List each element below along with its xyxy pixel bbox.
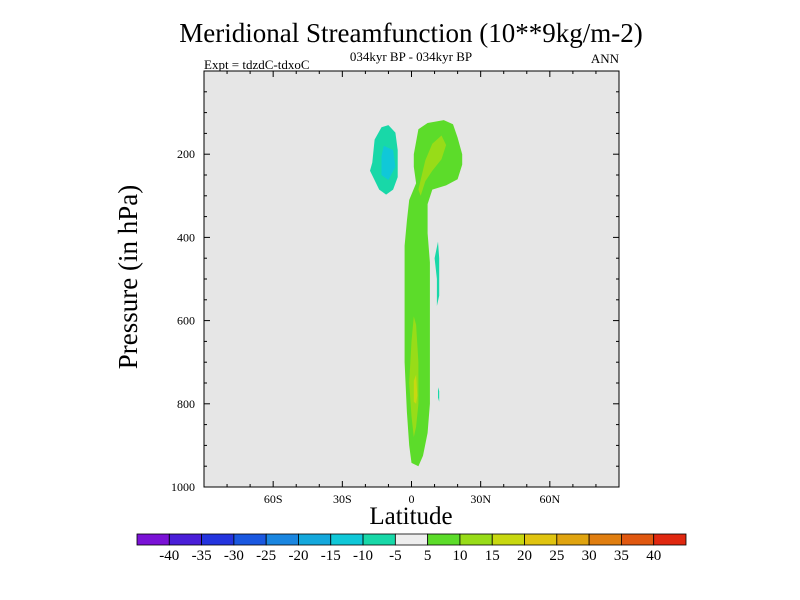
colorbar-swatch	[427, 533, 461, 546]
colorbar-swatch	[233, 533, 267, 546]
colorbar-label: 30	[582, 548, 597, 564]
contour-upper-positive-core	[418, 135, 447, 196]
colorbar-label: -25	[256, 548, 276, 564]
colorbar-swatch	[136, 533, 170, 546]
colorbar-label: -10	[353, 548, 373, 564]
colorbar-label: -30	[224, 548, 244, 564]
colorbar-swatch	[394, 533, 429, 546]
x-tick-label: 0	[409, 492, 415, 506]
colorbar-label: 10	[452, 548, 467, 564]
colorbar-label: -15	[321, 548, 341, 564]
colorbar-label: -20	[288, 548, 308, 564]
colorbar-swatch	[362, 533, 396, 546]
x-tick-label: 60N	[539, 492, 560, 506]
colorbar-swatch	[556, 533, 590, 546]
colorbar-swatch	[201, 533, 235, 546]
y-tick-label: 800	[177, 397, 195, 411]
colorbar-swatch	[168, 533, 202, 546]
colorbar-swatch	[621, 533, 655, 546]
colorbar-label: 20	[517, 548, 532, 564]
colorbar-label: 40	[646, 548, 661, 564]
contour-mid-negative-blob	[434, 241, 440, 306]
x-axis-label: Latitude	[369, 503, 452, 530]
colorbar-label: 5	[424, 548, 432, 564]
y-tick-label: 1000	[171, 480, 195, 494]
colorbar-label: -40	[159, 548, 179, 564]
x-tick-label: 30S	[333, 492, 352, 506]
contour-mid-negative-sliver	[438, 387, 440, 402]
colorbar-swatch	[653, 533, 687, 546]
y-tick-label: 600	[177, 314, 195, 328]
chart-subtitle-season: ANN	[591, 51, 620, 66]
contour-lower-positive-peak	[413, 374, 418, 404]
colorbar-swatch	[524, 533, 558, 546]
y-axis-label: Pressure (in hPa)	[113, 185, 143, 369]
chart-subtitle-period: 034kyr BP - 034kyr BP	[350, 49, 472, 64]
colorbar-label: 25	[549, 548, 564, 564]
contour-southern-negative-core	[381, 145, 396, 180]
y-tick-label: 400	[177, 230, 195, 244]
colorbar-label: 35	[614, 548, 629, 564]
colorbar-label: -35	[192, 548, 212, 564]
colorbar-label: 15	[485, 548, 500, 564]
contour-tropical-positive-cell	[404, 120, 463, 467]
colorbar-swatch	[491, 533, 525, 546]
colorbar-swatch	[265, 533, 299, 546]
colorbar-swatch	[588, 533, 622, 546]
colorbar-swatch	[459, 533, 493, 546]
contour-lower-positive-core	[409, 316, 419, 438]
x-tick-label: 30N	[470, 492, 491, 506]
y-tick-label: 200	[177, 147, 195, 161]
colorbar-swatch	[330, 533, 364, 546]
colorbar-swatch	[298, 533, 332, 546]
colorbar-label: -5	[389, 548, 402, 564]
x-tick-label: 60S	[264, 492, 283, 506]
chart-title: Meridional Streamfunction (10**9kg/m-2)	[179, 18, 642, 48]
chart-subtitle-experiment: Expt = tdzdC-tdxoC	[204, 57, 310, 72]
